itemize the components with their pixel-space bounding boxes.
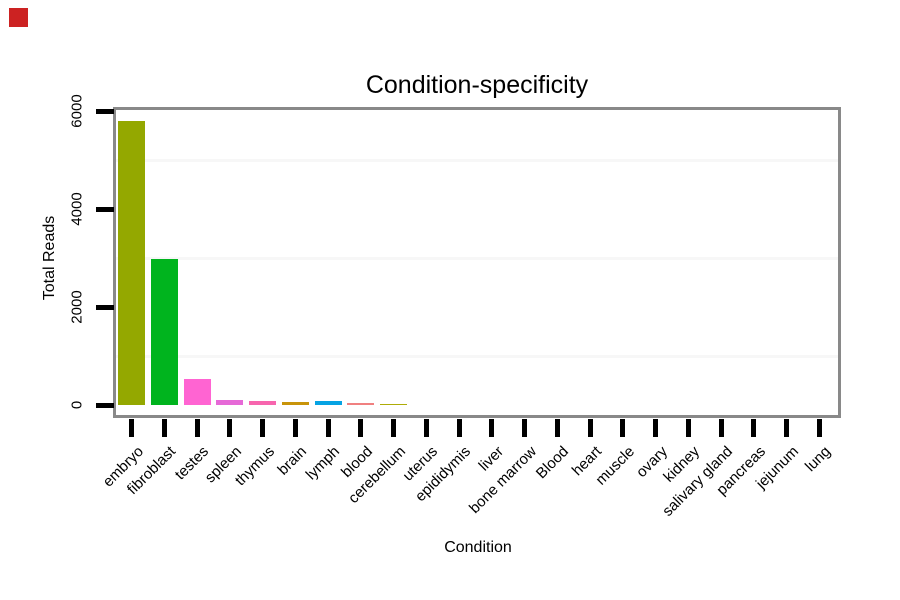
x-tick-epididymis xyxy=(456,419,462,437)
x-tick-heart xyxy=(587,419,593,437)
x-tick-muscle xyxy=(620,419,626,437)
x-tick-ovary xyxy=(653,419,658,437)
x-tick-spleen xyxy=(227,419,233,437)
x-tick-thymus xyxy=(260,419,265,437)
plot-panel-background xyxy=(113,107,841,418)
bar-embryo xyxy=(118,121,145,405)
x-tick-Blood xyxy=(554,419,560,437)
x-tick-fibroblast xyxy=(161,419,167,437)
minor-gridline-1000 xyxy=(116,354,838,358)
y-tick-6000 xyxy=(96,108,114,114)
bar-fibroblast xyxy=(150,259,178,405)
y-axis-title: Total Reads xyxy=(41,215,58,301)
x-tick-embryo xyxy=(129,419,134,437)
x-axis-title: Condition xyxy=(444,539,512,556)
y-tick-label-2000: 2000 xyxy=(68,290,86,324)
x-tick-pancreas xyxy=(751,419,757,437)
x-tick-lung xyxy=(816,419,822,437)
y-tick-label-0: 0 xyxy=(68,400,86,410)
bar-brain xyxy=(281,402,309,405)
y-tick-4000 xyxy=(96,206,114,212)
y-tick-2000 xyxy=(96,304,114,310)
x-tick-salivary-gland xyxy=(718,419,724,437)
x-tick-testes xyxy=(194,419,200,437)
x-tick-bone-marrow xyxy=(522,419,527,437)
bar-lymph xyxy=(314,401,342,405)
minor-gridline-3000 xyxy=(116,256,838,260)
minor-gridline-5000 xyxy=(116,158,838,162)
chart-title: Condition-specificity xyxy=(365,71,589,99)
x-tick-blood xyxy=(358,419,364,437)
x-tick-lymph xyxy=(325,419,331,437)
x-tick-kidney xyxy=(685,419,691,437)
x-tick-uterus xyxy=(423,419,429,437)
bar-blood xyxy=(347,403,375,405)
bar-testes xyxy=(183,379,211,405)
x-tick-liver xyxy=(489,419,495,437)
y-tick-label-6000: 6000 xyxy=(68,94,86,128)
red-corner-marker xyxy=(9,8,28,27)
x-tick-cerebellum xyxy=(391,419,396,437)
x-tick-brain xyxy=(292,419,298,437)
y-tick-label-4000: 4000 xyxy=(68,192,86,226)
bar-thymus xyxy=(249,400,276,405)
bar-cerebellum xyxy=(380,403,407,405)
x-tick-jejunum xyxy=(784,419,789,437)
y-tick-0 xyxy=(96,402,114,408)
bar-spleen xyxy=(216,399,244,405)
